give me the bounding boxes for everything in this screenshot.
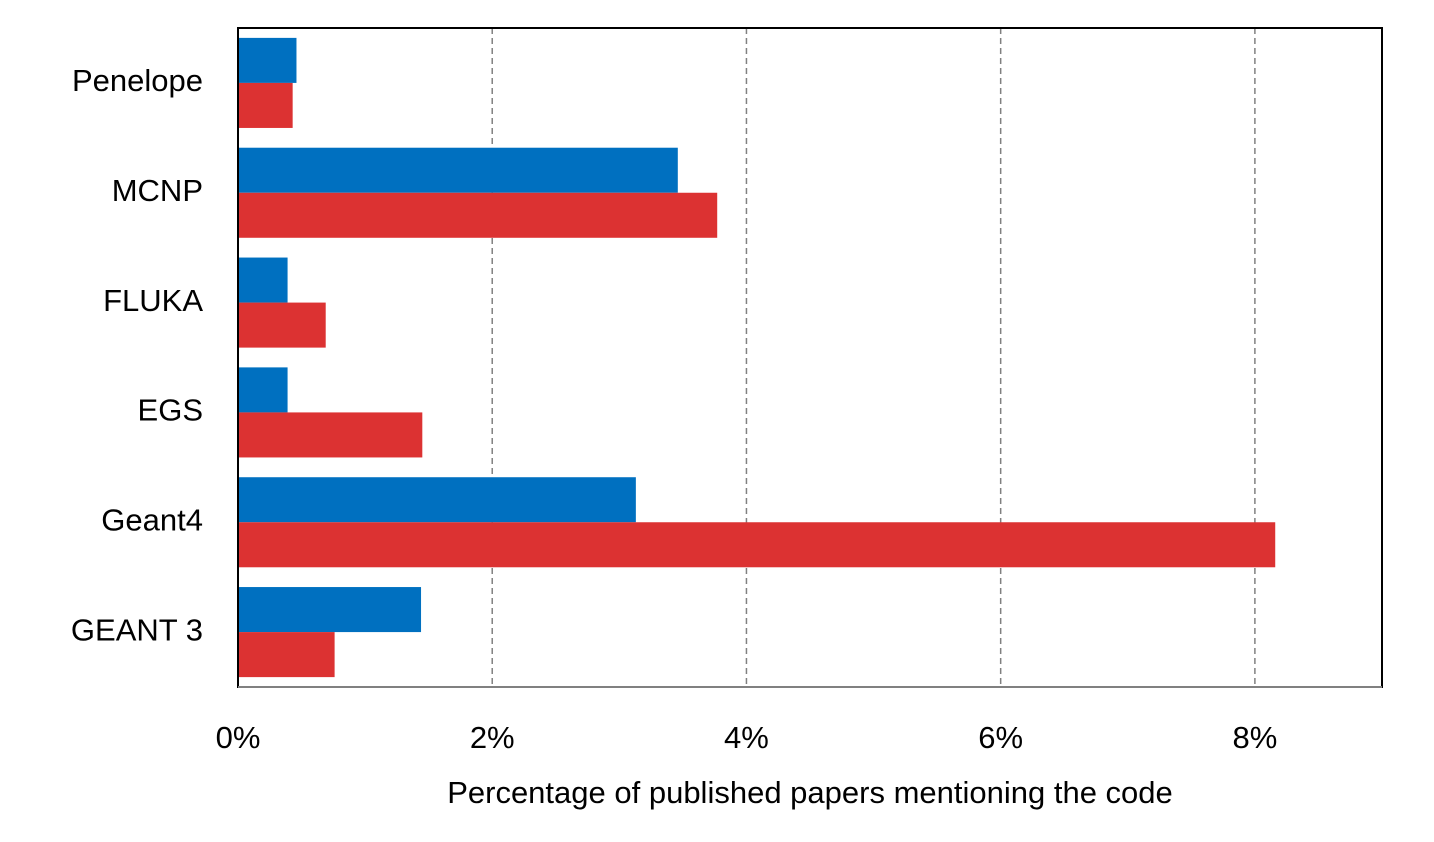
y-tick-label: EGS	[138, 393, 203, 428]
x-tick-label: 8%	[1232, 720, 1277, 755]
bar	[238, 192, 718, 238]
y-tick-label: GEANT 3	[71, 612, 203, 647]
bar	[238, 632, 335, 678]
bar	[238, 37, 297, 83]
bar	[238, 412, 423, 458]
x-tick-label: 2%	[470, 720, 515, 755]
x-tick-label: 4%	[724, 720, 769, 755]
bar	[238, 302, 326, 348]
bar	[238, 522, 1276, 568]
bar	[238, 477, 636, 523]
y-tick-label: Geant4	[101, 502, 203, 537]
x-tick-label: 6%	[978, 720, 1023, 755]
bar	[238, 257, 288, 303]
bar	[238, 367, 288, 413]
bar	[238, 147, 678, 193]
y-tick-label: MCNP	[112, 173, 203, 208]
y-tick-label: FLUKA	[103, 283, 203, 318]
x-tick-label: 0%	[216, 720, 261, 755]
y-tick-label: Penelope	[72, 63, 203, 98]
x-axis-label: Percentage of published papers mentionin…	[447, 775, 1173, 810]
bar	[238, 587, 422, 633]
bar	[238, 82, 293, 128]
